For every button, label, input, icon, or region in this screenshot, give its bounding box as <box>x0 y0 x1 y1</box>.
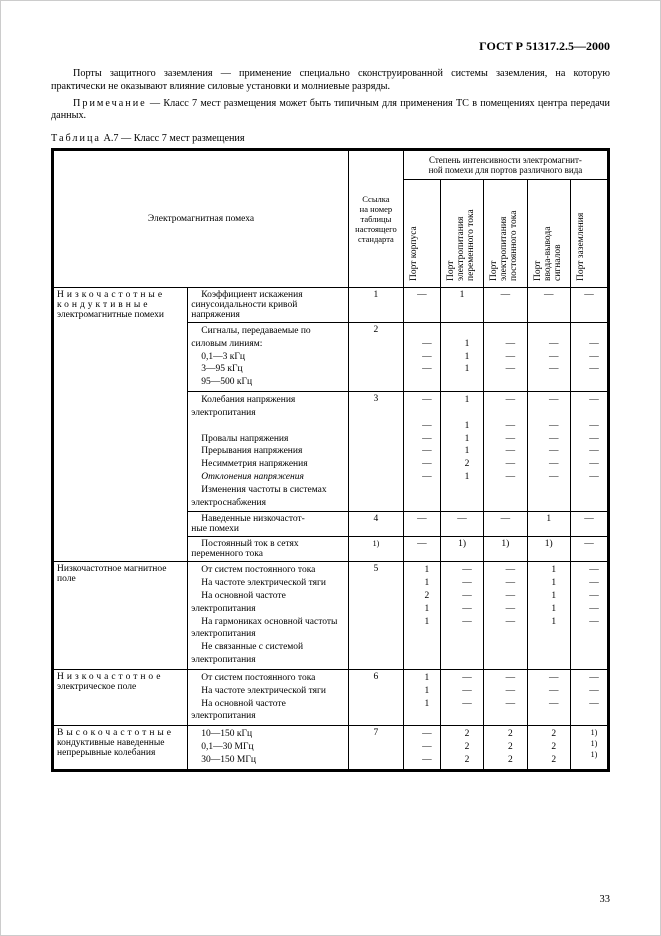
note-label: Примечание <box>73 98 147 109</box>
table-no: А.7 — Класс 7 мест размещения <box>101 133 245 144</box>
para-note: Примечание — Класс 7 мест размещения мож… <box>51 98 610 124</box>
table-a7: Электромагнитная помехаСсылка на номер т… <box>51 148 610 772</box>
doc-id: ГОСТ Р 51317.2.5—2000 <box>51 39 610 54</box>
page-number: 33 <box>600 894 611 905</box>
para-grounding: Порты защитного заземления — применение … <box>51 68 610 94</box>
table-caption: Таблица А.7 — Класс 7 мест размещения <box>51 133 610 144</box>
table-label: Таблица <box>51 133 101 144</box>
